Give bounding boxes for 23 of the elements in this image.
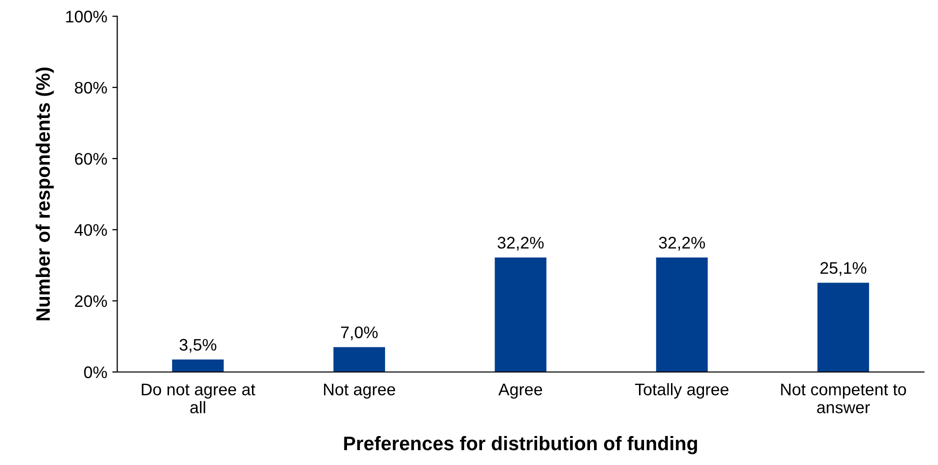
x-axis-title: Preferences for distribution of funding (344, 436, 698, 454)
data-label: 3,5% (180, 338, 216, 353)
y-tick-label: 40% (74, 224, 107, 236)
bar (172, 360, 224, 372)
x-tick-label: Agree (498, 384, 542, 399)
bar (333, 347, 386, 372)
data-label: 32,2% (658, 236, 705, 251)
x-tick-label: Totally agree (635, 383, 728, 399)
y-tick-label: 60% (75, 152, 107, 165)
y-tick-label: 0% (84, 366, 107, 378)
bar (817, 282, 870, 372)
y-tick-label: 100% (66, 10, 107, 22)
x-tick-label: Not agree (324, 384, 396, 399)
data-label: 7,0% (341, 326, 378, 340)
y-axis-title: Number of respondents (%) (36, 68, 54, 320)
data-label: 25,1% (820, 262, 866, 276)
x-tick-label: Not competent to answer (781, 384, 906, 414)
bar (494, 257, 546, 372)
bar (656, 257, 708, 372)
y-tick-label: 80% (74, 82, 107, 94)
x-tick-label: Do not agree at all (142, 384, 256, 414)
data-label: 32,2% (498, 236, 544, 251)
y-tick-label: 20% (75, 295, 107, 308)
